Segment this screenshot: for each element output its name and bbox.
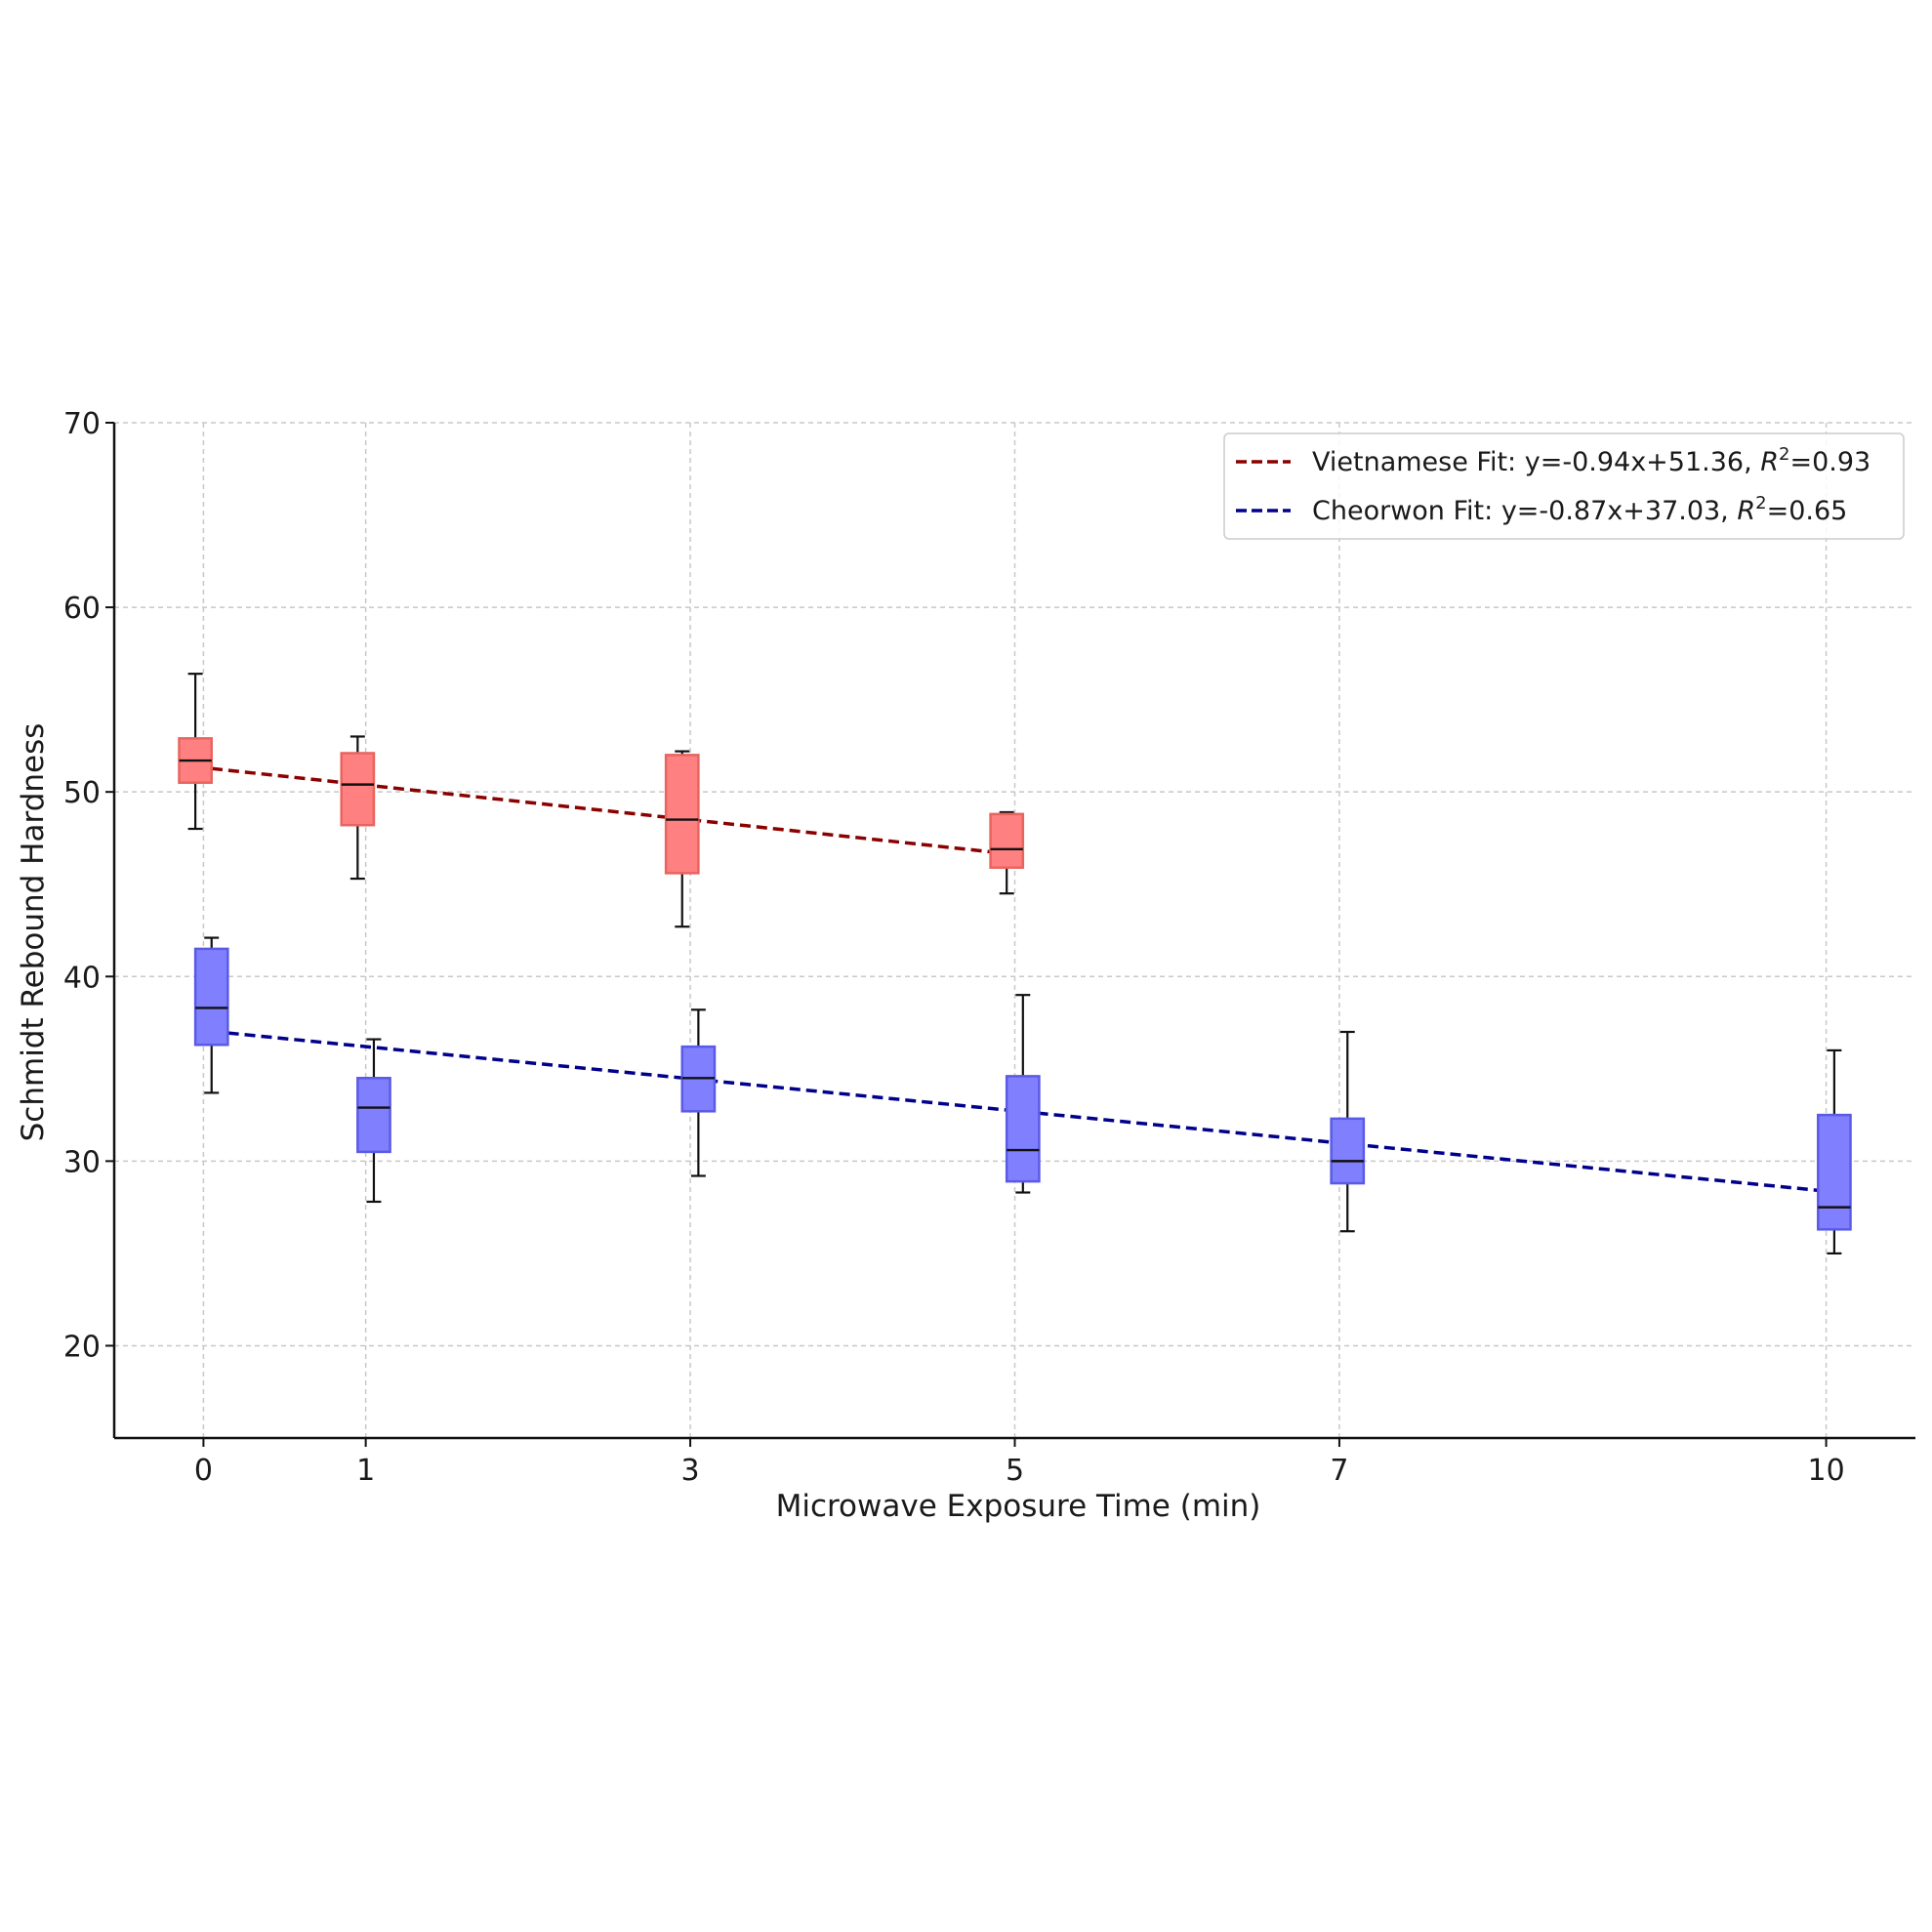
x-tick-label: 0 [194,1454,213,1488]
box-vietnamese-x5 [989,812,1025,869]
x-tick-label: 7 [1330,1454,1348,1488]
legend-label-cheorwon: Cheorwon Fit: y=-0.87x+37.03, R2=0.65 [1312,493,1847,526]
box-plots [178,673,1852,1255]
y-tick-label: 20 [63,1330,101,1364]
x-axis-title: Microwave Exposure Time (min) [776,1489,1261,1524]
y-axis-title: Schmidt Rebound Hardness [16,723,51,1142]
legend-frame [1223,432,1905,540]
box-series-cheorwon [193,936,1852,1255]
legend: Vietnamese Fit: y=-0.94x+51.36, R2=0.93 … [1223,432,1905,540]
legend-label-vietnamese: Vietnamese Fit: y=-0.94x+51.36, R2=0.93 [1312,444,1870,477]
grid-layer [114,422,1915,1438]
box-vietnamese-x3 [664,754,700,875]
x-tick-label: 1 [356,1454,375,1488]
box-vietnamese-x1 [340,752,376,827]
y-tick-label: 70 [63,407,101,441]
y-tick-label: 30 [63,1145,101,1179]
box-cheorwon-x5 [1005,1075,1041,1183]
y-tick-label: 60 [63,592,101,626]
box-cheorwon-x10 [1817,1113,1852,1231]
y-tick-label: 40 [63,961,101,995]
fit-line-vietnamese [194,764,1007,856]
x-tick-label: 3 [681,1454,700,1488]
x-tick-label: 10 [1807,1454,1844,1488]
axes: 0 1 3 5 7 10 20 30 40 50 60 70 [63,407,1915,1488]
y-tick-label: 50 [63,776,101,810]
box-series-vietnamese [178,673,1025,928]
box-cheorwon-x0 [193,947,229,1047]
x-tick-label: 5 [1006,1454,1024,1488]
box-cheorwon-x7 [1330,1117,1366,1185]
box-cheorwon-x1 [356,1077,391,1154]
